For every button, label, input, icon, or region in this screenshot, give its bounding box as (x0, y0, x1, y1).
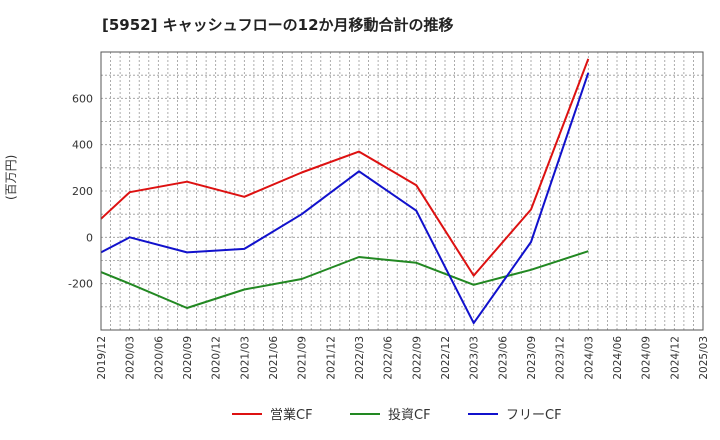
legend-label: 営業CF (270, 407, 313, 423)
x-tick-label: 2020/12 (211, 336, 223, 380)
x-tick-label: 2024/06 (612, 336, 624, 380)
series-line-2 (100, 72, 590, 325)
y-tick-label: 400 (72, 139, 93, 152)
y-tick-label: -200 (68, 278, 93, 291)
legend-label: フリーCF (506, 408, 562, 423)
x-tick-label: 2022/03 (354, 336, 366, 380)
legend: 営業CF 投資CF フリーCF (232, 407, 562, 423)
x-tick-label: 2020/03 (125, 336, 137, 380)
x-tick-label: 2021/12 (325, 336, 337, 380)
grid-lines (100, 51, 704, 331)
x-tick-label: 2021/03 (239, 336, 251, 380)
series-line-1 (100, 250, 589, 309)
x-tick-label: 2019/12 (96, 336, 108, 380)
x-tick-label: 2020/09 (182, 336, 194, 380)
y-tick-label: 0 (86, 231, 93, 244)
x-tick-label: 2022/06 (383, 336, 395, 380)
x-tick-label: 2021/06 (268, 336, 280, 380)
x-tick-label: 2022/09 (411, 336, 423, 380)
x-tick-label: 2020/06 (153, 336, 165, 380)
y-tick-labels: -200 0 200 400 600 (68, 92, 93, 290)
series-line-0 (100, 58, 590, 277)
plot-border (100, 51, 704, 331)
series-lines (100, 58, 590, 325)
x-tick-label: 2023/09 (526, 336, 538, 380)
x-tick-label: 2024/09 (641, 336, 653, 380)
x-tick-labels: 2019/12 2020/03 2020/06 2020/09 2020/12 2021/… (96, 336, 710, 380)
chart-title: [5952] キャッシュフローの12か月移動合計の推移 (102, 16, 454, 34)
y-tick-label: 200 (72, 185, 93, 198)
x-tick-label: 2023/06 (497, 336, 509, 380)
y-tick-label: 600 (72, 92, 93, 105)
x-tick-label: 2023/12 (555, 336, 567, 380)
x-tick-label: 2021/09 (297, 336, 309, 380)
x-tick-label: 2023/03 (469, 336, 481, 380)
x-tick-label: 2024/03 (583, 336, 595, 380)
x-tick-label: 2022/12 (440, 336, 452, 380)
legend-label: 投資CF (388, 407, 431, 423)
x-tick-label: 2025/03 (698, 336, 710, 380)
x-tick-label: 2024/12 (669, 336, 681, 380)
